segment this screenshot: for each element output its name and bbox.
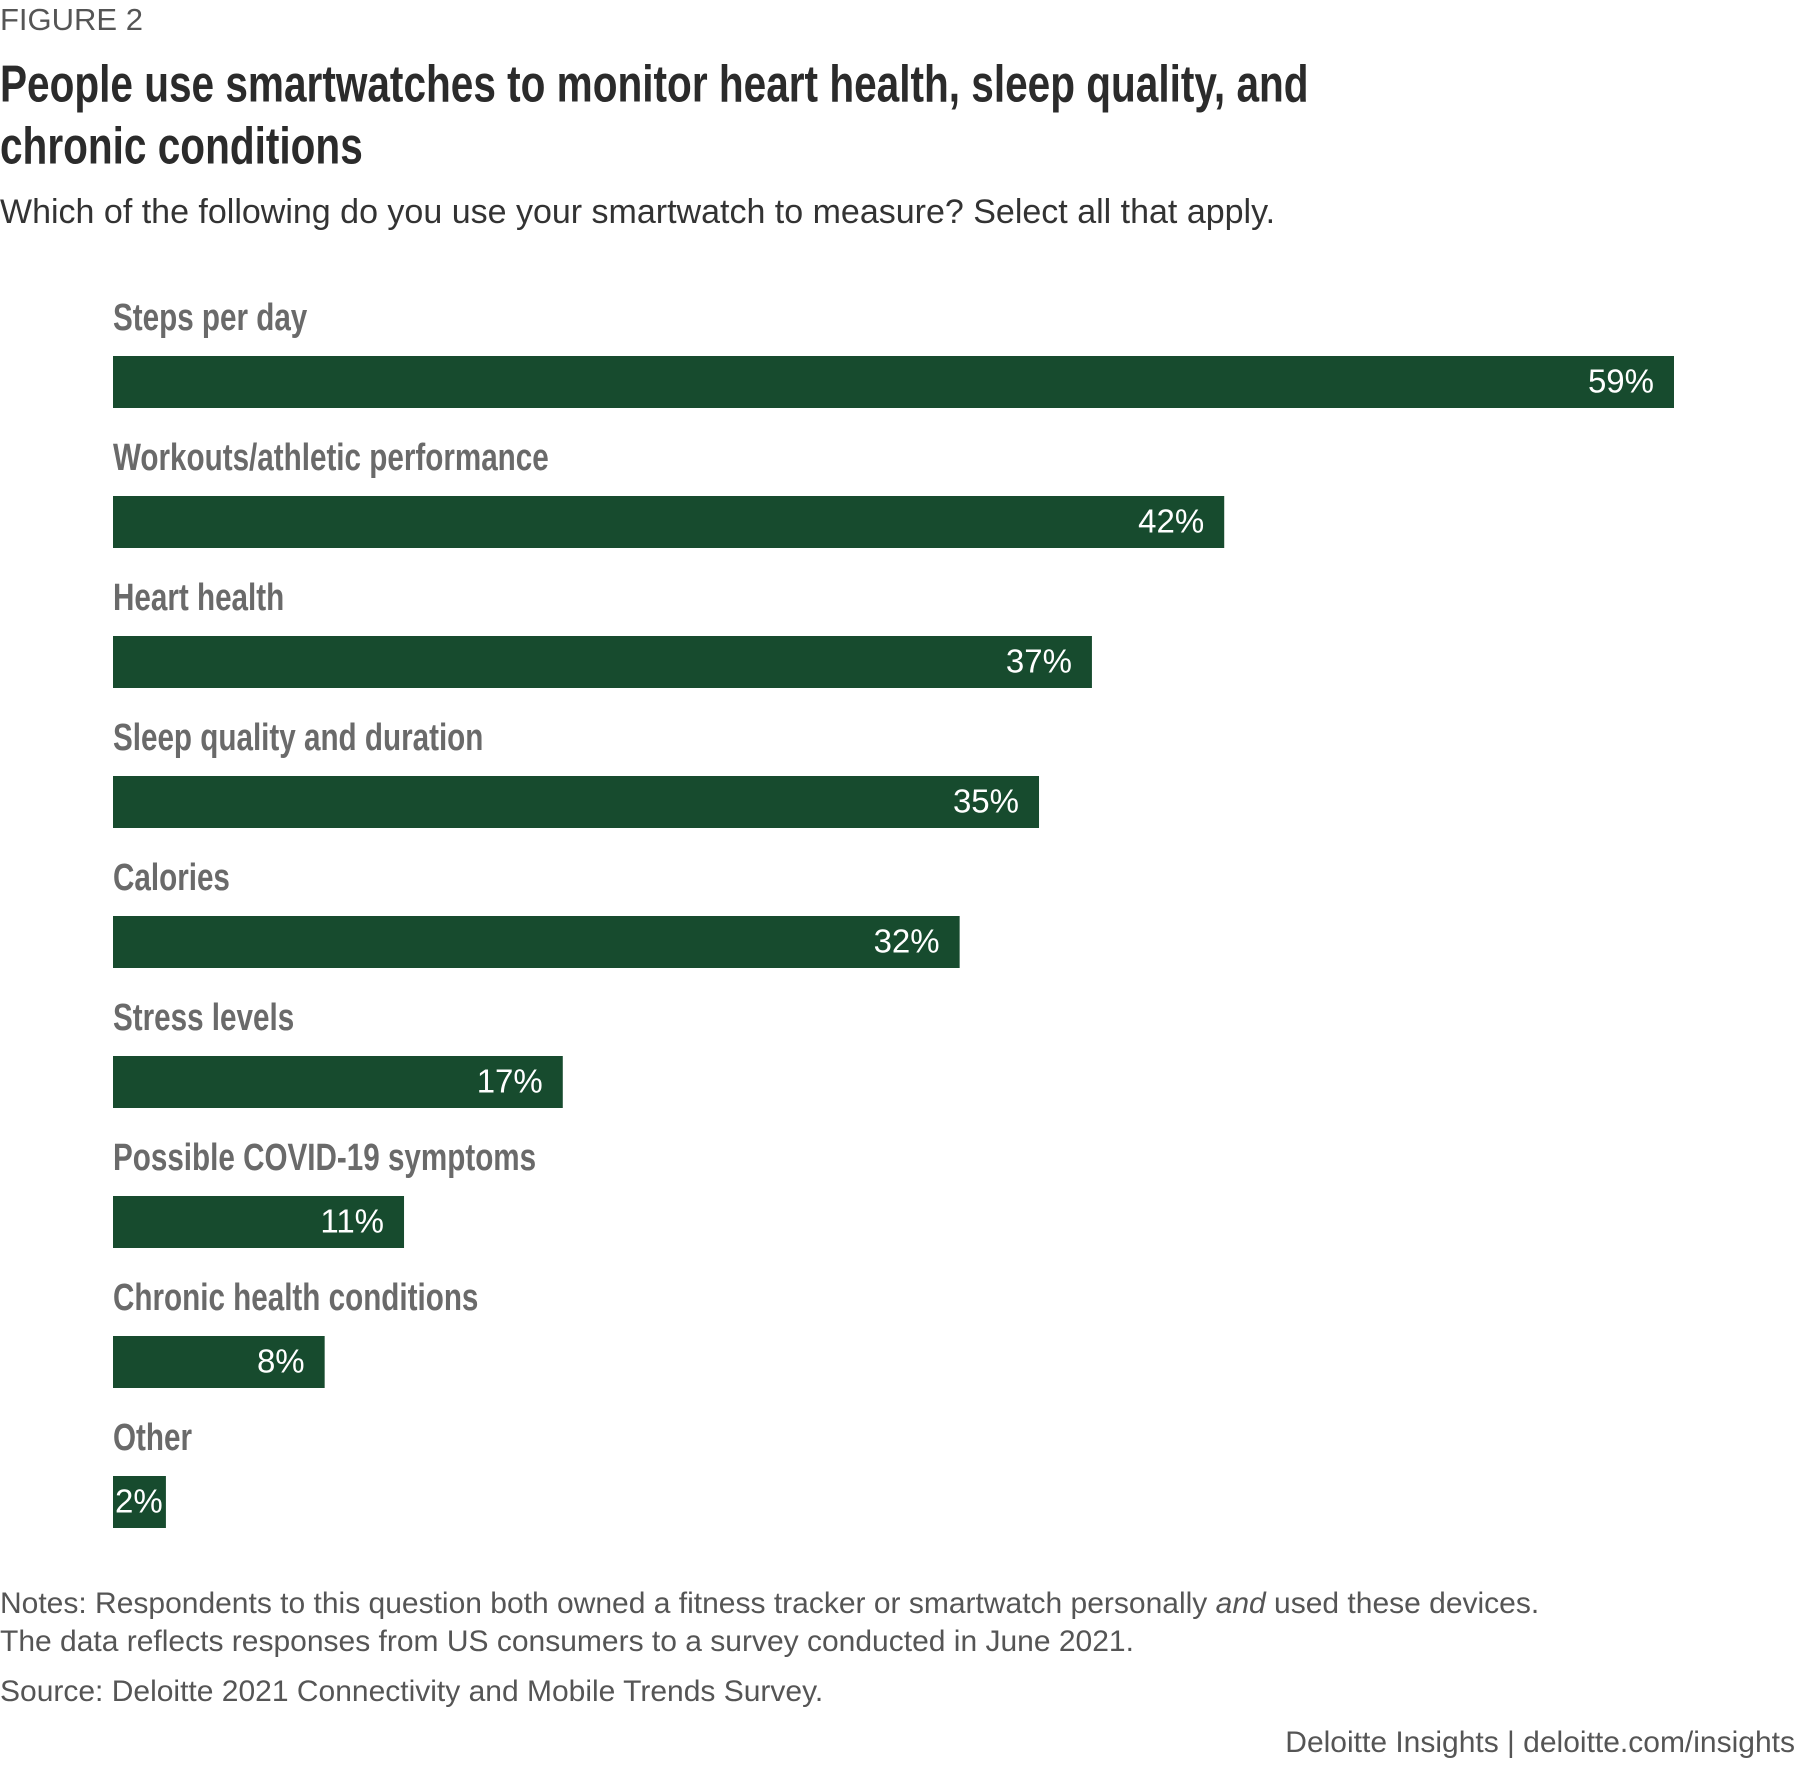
value-label: 11% [320, 1203, 384, 1240]
notes-text: Notes: Respondents to this question both… [0, 1587, 1216, 1620]
plot-area: Steps per day 59% Workouts/athletic perfor… [113, 297, 1674, 1528]
bar [113, 1056, 563, 1108]
footer: Deloitte Insights | deloitte.com/insight… [1285, 1726, 1795, 1759]
value-label: 32% [874, 923, 940, 960]
bar [113, 1196, 405, 1248]
notes-text: used these devices. [1266, 1587, 1540, 1620]
chart-title: People use smartwatches to monitor heart… [0, 55, 1309, 113]
bar [113, 496, 1225, 548]
chart-title: chronic conditions [0, 117, 363, 175]
chart-subtitle: Which of the following do you use your s… [0, 193, 1275, 231]
category-label-group: Stress levels [113, 997, 294, 1039]
category-label-group: Chronic health conditions [113, 1277, 478, 1319]
category-label: Steps per day [113, 297, 307, 339]
figure-label: FIGURE 2 [0, 2, 143, 37]
bar [113, 776, 1040, 828]
bar [113, 1336, 325, 1388]
category-label: Chronic health conditions [113, 1277, 478, 1319]
source: Source: Deloitte 2021 Connectivity and M… [0, 1675, 823, 1708]
notes-text: and [1216, 1587, 1267, 1620]
category-label-group: Workouts/athletic performance [113, 437, 549, 479]
category-label-group: Possible COVID-19 symptoms [113, 1137, 536, 1179]
value-label: 35% [953, 783, 1019, 820]
notes: The data reflects responses from US cons… [0, 1625, 1134, 1658]
category-label: Workouts/athletic performance [113, 437, 549, 479]
category-label-group: Other [113, 1417, 192, 1459]
bar [113, 916, 960, 968]
category-label: Calories [113, 857, 230, 899]
category-label-group: Calories [113, 857, 230, 899]
bar [113, 636, 1092, 688]
value-label: 8% [257, 1343, 305, 1380]
value-label: 37% [1006, 643, 1072, 680]
category-label: Possible COVID-19 symptoms [113, 1137, 536, 1179]
value-label: 59% [1588, 363, 1654, 400]
value-label: 2% [115, 1483, 163, 1520]
bar [113, 356, 1674, 408]
category-label-group: Sleep quality and duration [113, 717, 483, 759]
category-label: Sleep quality and duration [113, 717, 483, 759]
category-label: Other [113, 1417, 192, 1459]
value-label: 17% [477, 1063, 543, 1100]
category-label: Stress levels [113, 997, 294, 1039]
value-label: 42% [1138, 503, 1204, 540]
category-label-group: Heart health [113, 577, 284, 619]
bar [113, 1476, 166, 1528]
category-label: Heart health [113, 577, 284, 619]
notes: Notes: Respondents to this question both… [0, 1587, 1539, 1620]
category-label-group: Steps per day [113, 297, 307, 339]
